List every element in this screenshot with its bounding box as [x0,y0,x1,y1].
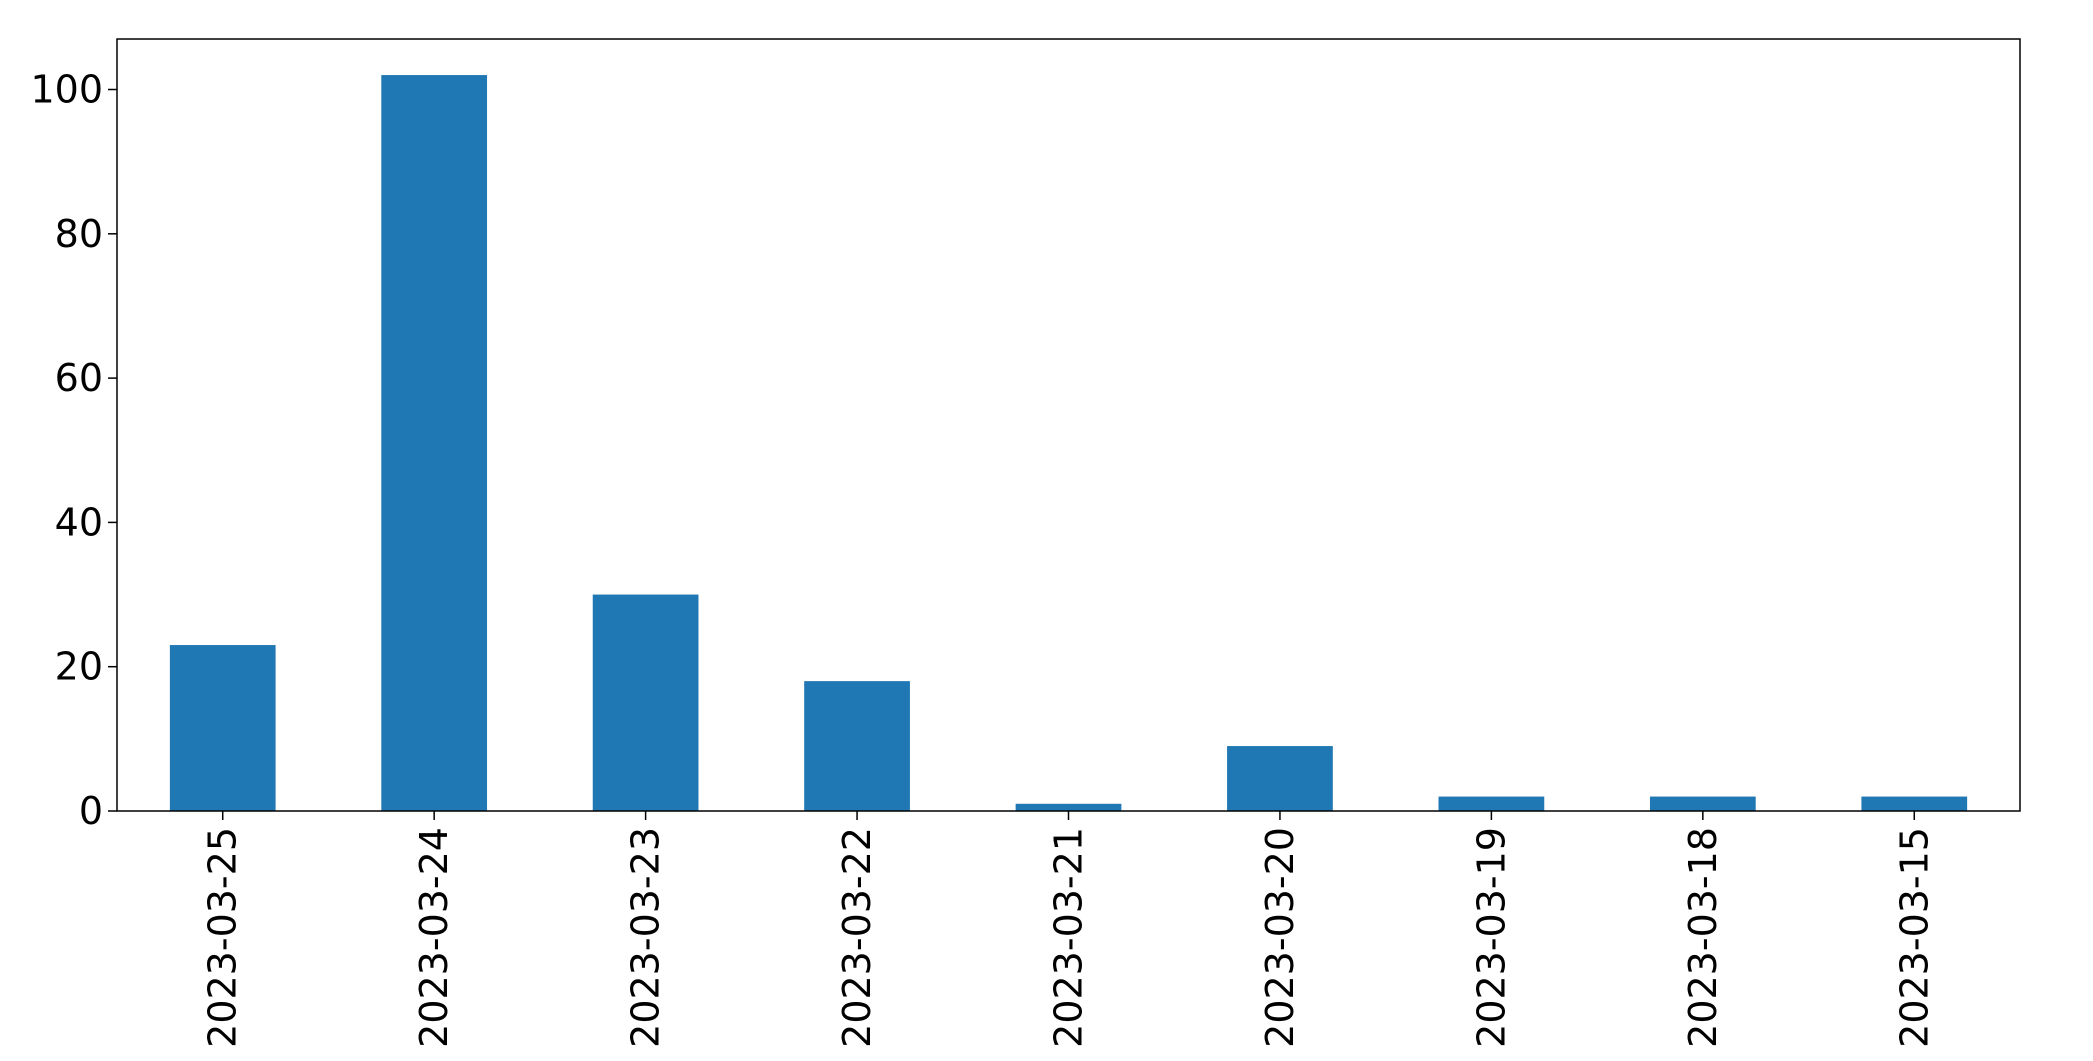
x-tick-label: 2023-03-18 [1681,827,1725,1048]
bar-2023-03-15 [1861,796,1968,811]
y-tick-label: 40 [55,500,103,544]
x-tick-label: 2023-03-15 [1892,827,1936,1048]
bars-layer [169,75,1968,811]
bar-2023-03-23 [592,594,699,811]
bar-2023-03-25 [169,645,276,811]
x-tick-label: 2023-03-24 [412,827,456,1048]
y-tick-label: 20 [55,645,103,689]
y-tick-label: 0 [79,789,103,833]
x-axis: 2023-03-25 2023-03-24 2023-03-23 2023-03-22… [201,811,1936,1048]
bar-2023-03-24 [381,75,488,811]
x-tick-label: 2023-03-20 [1258,827,1302,1048]
y-tick-label: 80 [55,212,103,256]
bar-2023-03-22 [804,681,910,811]
x-tick-label: 2023-03-23 [624,827,668,1048]
y-tick-label: 100 [30,68,103,112]
y-axis: 0 20 40 60 80 100 [30,68,117,833]
bar-2023-03-18 [1649,796,1756,811]
bar-2023-03-21 [1015,803,1122,811]
bar-2023-03-20 [1227,746,1333,811]
y-tick-label: 60 [55,356,103,400]
bar-2023-03-19 [1438,796,1545,811]
plot-frame [116,38,2021,812]
x-tick-label: 2023-03-22 [835,827,879,1048]
x-tick-label: 2023-03-21 [1047,827,1091,1048]
x-tick-label: 2023-03-19 [1469,827,1513,1048]
x-tick-label: 2023-03-25 [201,827,245,1048]
